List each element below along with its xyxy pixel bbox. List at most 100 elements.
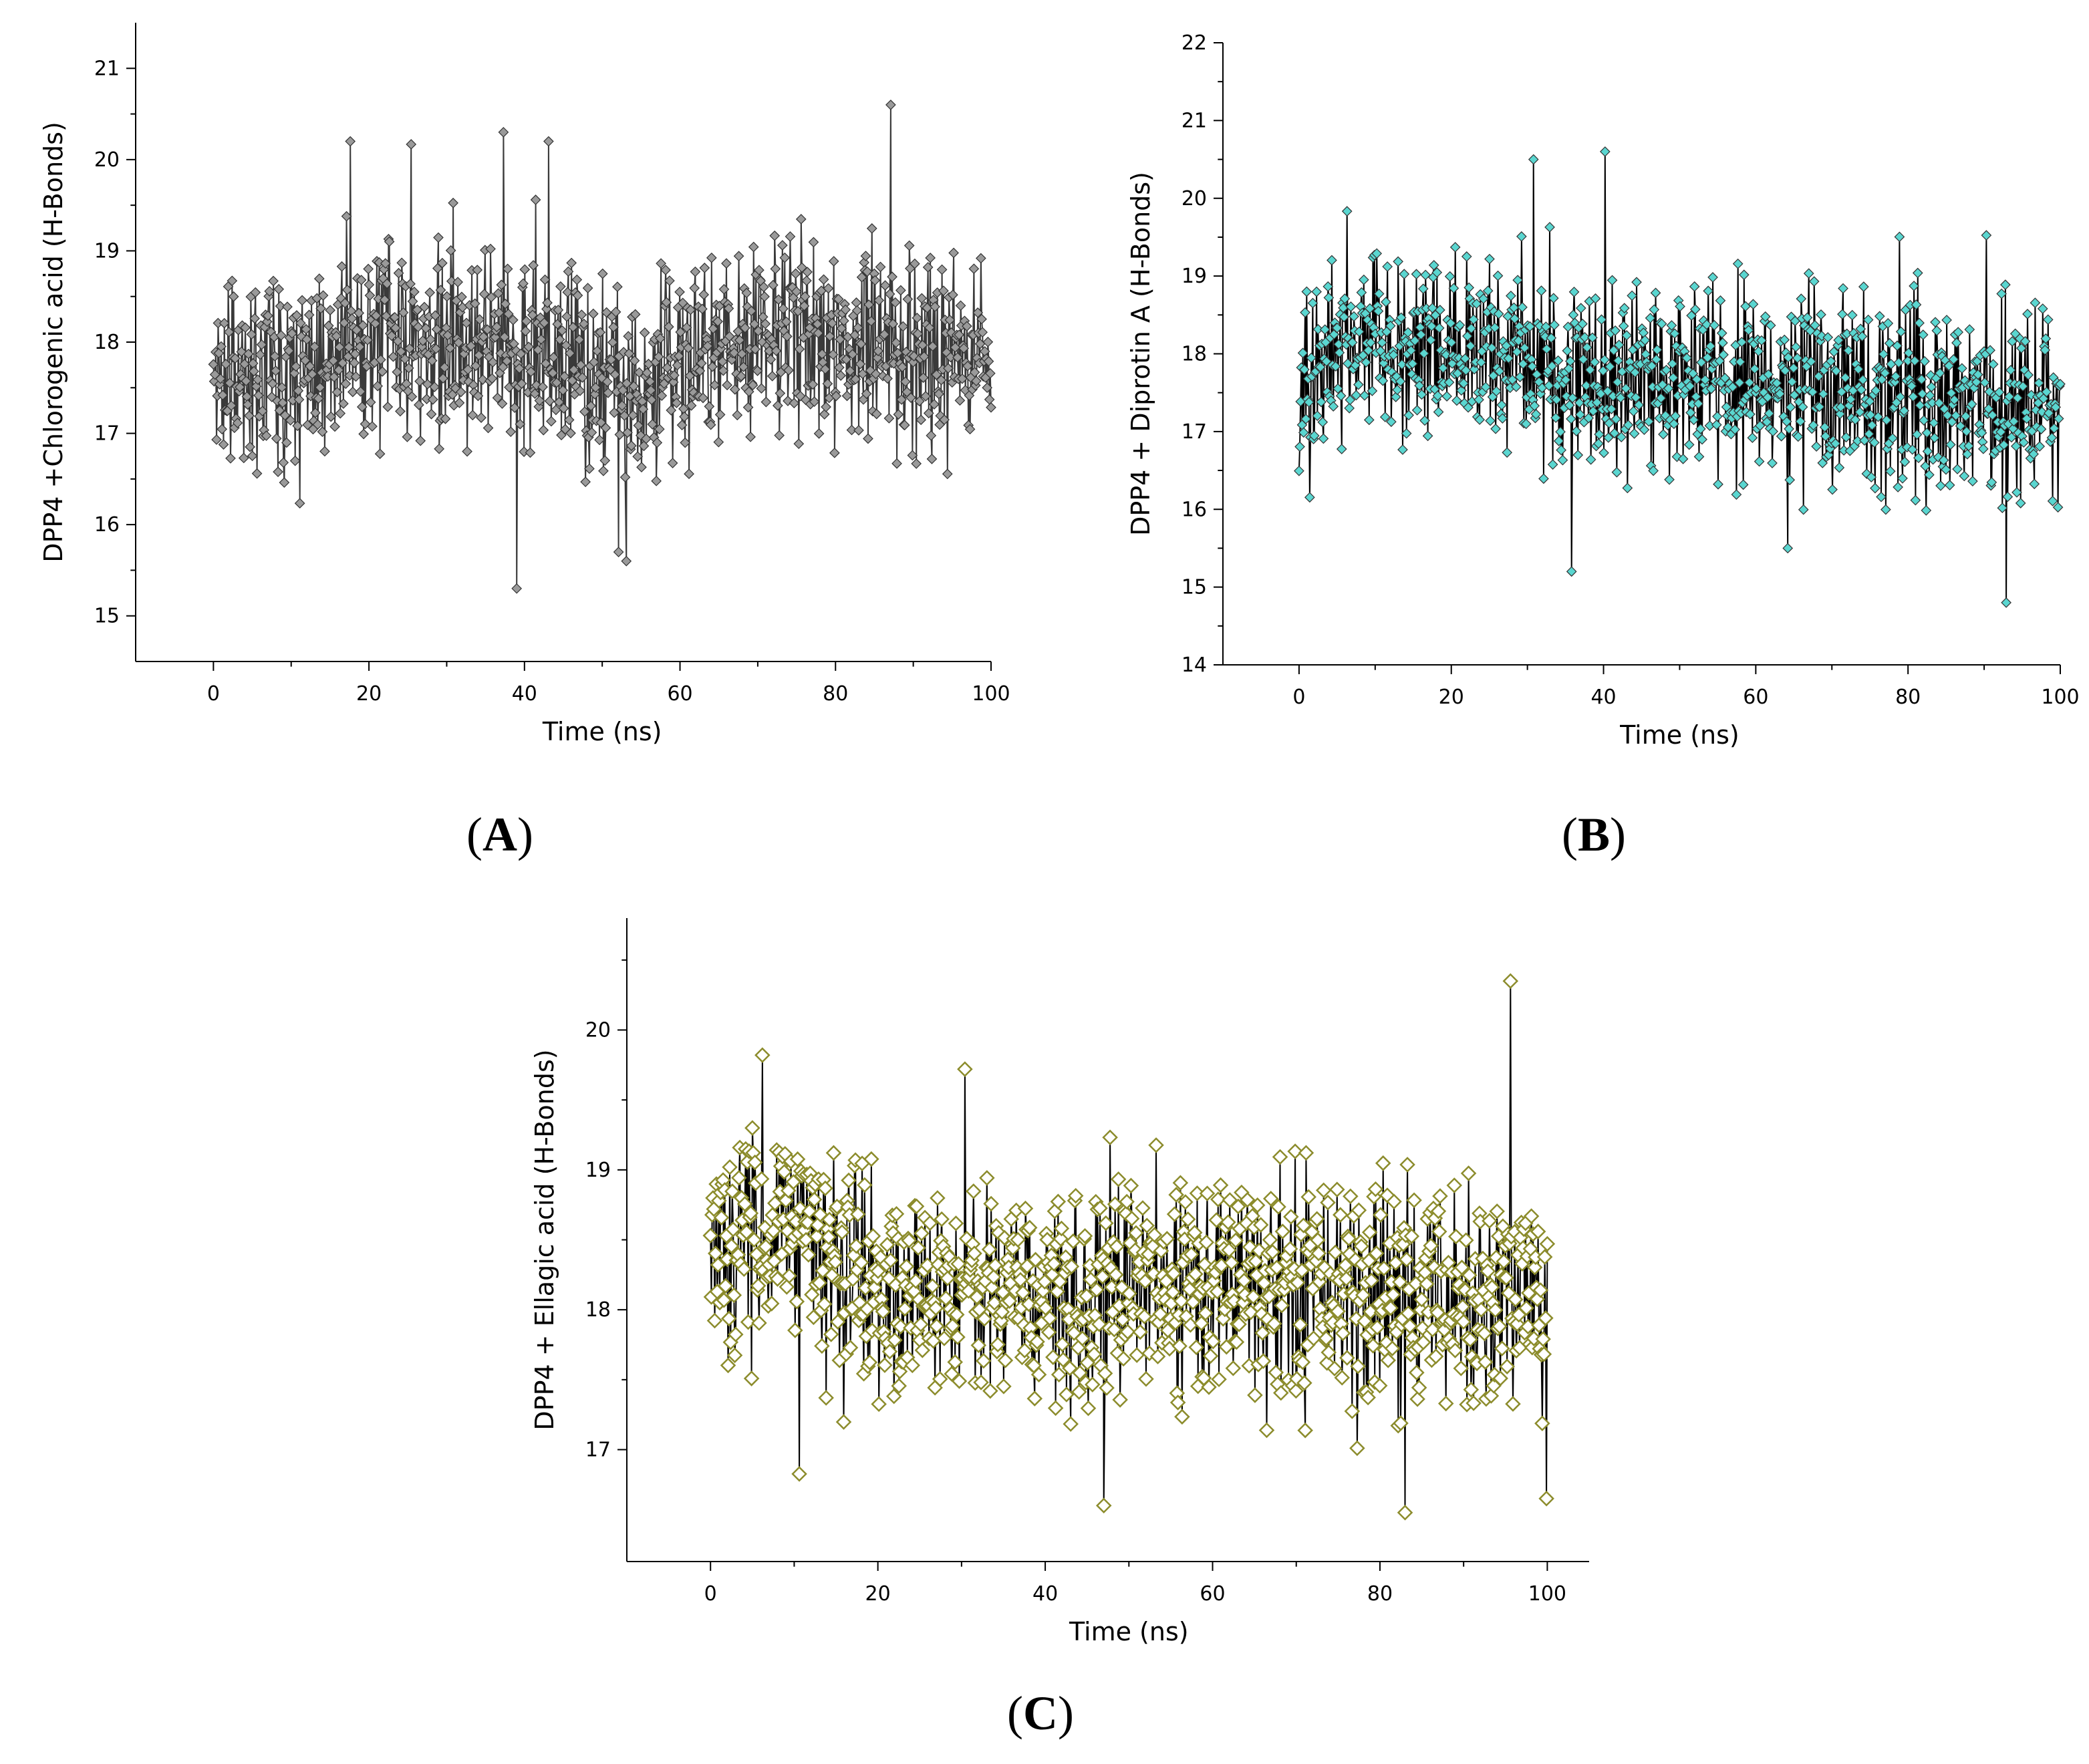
- data-point-a: [705, 419, 716, 430]
- data-point-a: [628, 381, 640, 392]
- data-point-c: [1199, 1185, 1216, 1201]
- y-tick-label-a: 15: [94, 605, 120, 628]
- data-point-b: [1354, 326, 1365, 337]
- data-point-c: [1538, 1310, 1554, 1326]
- data-point-a: [370, 310, 382, 321]
- y-tick-label-a: 20: [94, 148, 120, 172]
- data-point-b: [1583, 412, 1594, 424]
- data-point-c: [1169, 1394, 1186, 1411]
- data-point-c: [1357, 1313, 1373, 1330]
- data-point-b: [1567, 392, 1578, 404]
- data-point-a: [228, 291, 239, 302]
- data-point-b: [1774, 388, 1786, 400]
- data-point-a: [621, 555, 632, 567]
- data-point-b: [1784, 424, 1794, 434]
- data-point-a: [230, 353, 241, 364]
- data-point-b: [1933, 398, 1945, 408]
- data-point-b: [1416, 389, 1427, 400]
- data-point-c: [1166, 1206, 1183, 1222]
- data-point-b: [1782, 543, 1794, 554]
- data-point-b: [2012, 392, 2023, 404]
- data-point-a: [412, 321, 424, 333]
- data-point-b: [1944, 480, 1955, 490]
- data-point-c: [1399, 1252, 1415, 1268]
- data-point-a: [607, 337, 618, 348]
- data-point-c: [1360, 1389, 1376, 1406]
- data-point-a: [736, 371, 746, 382]
- data-point-a: [924, 322, 935, 333]
- data-point-b: [1599, 146, 1611, 157]
- data-point-b: [1960, 411, 1971, 422]
- data-point-c: [1523, 1208, 1540, 1224]
- data-point-b: [1753, 345, 1764, 357]
- data-point-a: [542, 297, 553, 308]
- data-point-a: [346, 313, 358, 324]
- data-point-b: [1562, 345, 1573, 356]
- data-point-b: [1345, 394, 1356, 406]
- data-point-b: [1449, 242, 1461, 253]
- data-point-c: [1367, 1181, 1384, 1197]
- data-point-b: [1906, 380, 1917, 392]
- data-point-b: [1602, 386, 1613, 397]
- data-point-c: [1254, 1325, 1270, 1341]
- data-point-a: [675, 327, 686, 337]
- data-point-b: [1622, 482, 1633, 494]
- data-point-b: [1987, 410, 1998, 421]
- data-point-b: [1540, 321, 1552, 332]
- data-point-a: [269, 351, 281, 361]
- data-point-b: [1950, 410, 1961, 421]
- data-point-c: [817, 1180, 833, 1197]
- data-point-b: [1606, 404, 1617, 415]
- data-point-c: [1051, 1366, 1067, 1382]
- data-point-c: [1496, 1254, 1512, 1270]
- data-point-b: [1943, 360, 1955, 372]
- data-point-a: [846, 424, 857, 436]
- data-point-c: [744, 1120, 760, 1136]
- data-point-a: [453, 337, 464, 348]
- data-point-c: [930, 1190, 946, 1206]
- data-point-a: [505, 426, 517, 438]
- data-point-a: [275, 301, 286, 312]
- data-point-b: [1651, 344, 1663, 355]
- data-point-c: [1027, 1252, 1044, 1268]
- data-point-b: [1862, 314, 1874, 325]
- data-point-a: [758, 281, 769, 293]
- data-point-c: [1463, 1381, 1480, 1398]
- data-point-c: [984, 1280, 1000, 1296]
- data-point-a: [939, 414, 950, 426]
- data-point-c: [1532, 1282, 1549, 1298]
- data-point-b: [1811, 441, 1822, 452]
- data-point-c: [1351, 1202, 1367, 1218]
- data-point-c: [1487, 1302, 1504, 1318]
- data-point-b: [1297, 347, 1308, 359]
- data-point-b: [1648, 465, 1659, 476]
- data-point-a: [446, 275, 457, 287]
- data-point-b: [1587, 332, 1598, 343]
- data-point-a: [750, 343, 760, 355]
- data-point-b: [1314, 361, 1326, 373]
- data-point-a: [807, 379, 819, 390]
- data-point-c: [719, 1251, 736, 1268]
- data-point-c: [987, 1257, 1004, 1274]
- data-point-b: [1395, 376, 1406, 387]
- data-point-a: [211, 434, 222, 445]
- data-point-b: [1767, 458, 1778, 468]
- data-point-a: [386, 330, 397, 341]
- data-point-a: [423, 349, 434, 360]
- data-point-a: [906, 392, 916, 404]
- data-point-a: [264, 286, 275, 297]
- data-point-a: [654, 424, 665, 435]
- data-point-a: [964, 424, 976, 435]
- data-point-b: [1560, 374, 1571, 386]
- data-point-b: [1709, 319, 1720, 331]
- data-point-a: [291, 310, 302, 321]
- data-point-b: [1957, 363, 1967, 374]
- data-point-c: [1123, 1177, 1139, 1194]
- data-point-b: [1705, 341, 1716, 351]
- data-point-b: [1550, 412, 1562, 424]
- data-point-b: [1669, 328, 1680, 339]
- data-point-a: [501, 355, 513, 367]
- data-point-a: [772, 400, 783, 411]
- data-point-b: [1603, 432, 1614, 443]
